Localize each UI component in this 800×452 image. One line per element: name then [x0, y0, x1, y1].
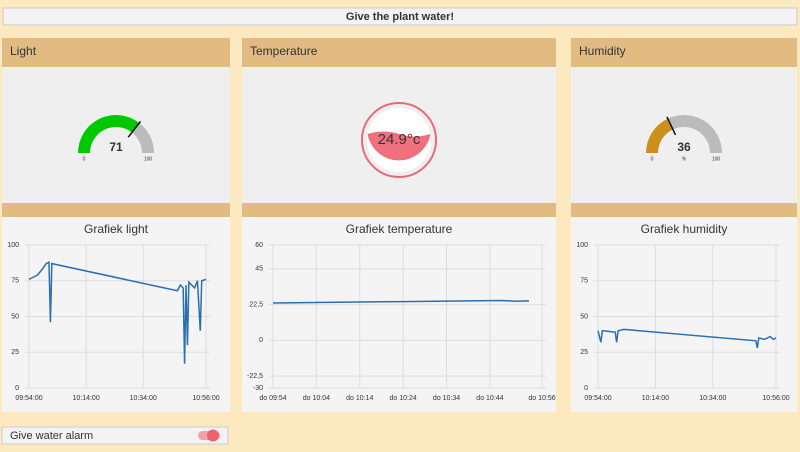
panel-separator — [2, 203, 230, 217]
gauge-fill — [646, 118, 673, 153]
x-tick-label: do 10:44 — [476, 395, 503, 402]
panel-header — [2, 38, 230, 67]
gauge-value: 36 — [677, 140, 691, 154]
y-tick-label: 45 — [255, 266, 263, 273]
gauge-needle — [666, 116, 677, 136]
y-tick-label: 0 — [584, 385, 588, 392]
gauge-min: 0 — [83, 156, 86, 162]
x-tick-label: 10:34:00 — [699, 395, 726, 402]
x-tick-label: do 10:04 — [303, 395, 330, 402]
panel-header — [242, 38, 556, 67]
y-tick-label: 75 — [11, 278, 19, 285]
panel-separator — [571, 203, 797, 217]
gauge-max: 100 — [144, 156, 153, 162]
data-line — [597, 328, 777, 349]
x-tick-label: 10:56:00 — [762, 395, 789, 402]
x-tick-label: do 09:54 — [259, 395, 286, 402]
panel-title: Temperature — [250, 44, 318, 58]
gauge-area — [2, 67, 230, 203]
y-tick-label: 25 — [580, 349, 588, 356]
level-liquid — [367, 131, 431, 161]
chart-title: Grafiek humidity — [641, 222, 728, 236]
y-tick-label: -22,5 — [247, 373, 263, 380]
level-value: 24.9°c — [378, 131, 421, 148]
y-tick-label: 22,5 — [249, 301, 263, 308]
chart-title: Grafiek temperature — [346, 222, 453, 236]
panel-header — [571, 38, 797, 67]
banner-title: Give the plant water! — [346, 11, 454, 23]
x-tick-label: do 10:34 — [433, 395, 460, 402]
chart-title: Grafiek light — [84, 222, 149, 236]
chart-area — [2, 217, 230, 412]
gauge-value: 71 — [109, 140, 123, 154]
chart-area — [571, 217, 797, 412]
x-tick-label: 10:14:00 — [72, 395, 99, 402]
panel-title: Light — [10, 44, 37, 58]
y-tick-label: 25 — [11, 349, 19, 356]
x-tick-label: 09:54:00 — [584, 395, 611, 402]
y-tick-label: -30 — [253, 385, 263, 392]
x-tick-label: do 10:14 — [346, 395, 373, 402]
panel-separator — [242, 203, 556, 217]
y-tick-label: 0 — [259, 337, 263, 344]
y-tick-label: 60 — [255, 242, 263, 249]
gauge-max: 100 — [712, 156, 721, 162]
y-tick-label: 100 — [576, 242, 588, 249]
gauge-unit: % — [682, 156, 687, 162]
x-tick-label: 10:14:00 — [642, 395, 669, 402]
gauge-area — [571, 67, 797, 203]
toggle-label: Give water alarm — [10, 430, 93, 442]
chart-area — [242, 217, 556, 412]
gauge-needle — [127, 120, 142, 138]
gauge-track — [667, 114, 722, 153]
toggle-row[interactable] — [1, 426, 229, 445]
panel-title: Humidity — [579, 44, 626, 58]
x-tick-label: 09:54:00 — [15, 395, 42, 402]
toggle-knob — [207, 429, 219, 442]
x-tick-label: do 10:56 — [528, 395, 555, 402]
y-tick-label: 50 — [11, 313, 19, 320]
data-line — [28, 260, 207, 364]
y-tick-label: 75 — [580, 278, 588, 285]
banner — [2, 7, 798, 26]
y-tick-label: 0 — [15, 385, 19, 392]
gauge-track — [131, 122, 154, 153]
x-tick-label: do 10:24 — [390, 395, 417, 402]
x-tick-label: 10:34:00 — [130, 395, 157, 402]
data-line — [272, 299, 530, 304]
y-tick-label: 50 — [580, 313, 588, 320]
y-tick-label: 100 — [7, 242, 19, 249]
gauge-fill — [78, 115, 140, 153]
level-ring — [361, 102, 437, 178]
gauge-min: 0 — [651, 156, 654, 162]
x-tick-label: 10:56:00 — [192, 395, 219, 402]
